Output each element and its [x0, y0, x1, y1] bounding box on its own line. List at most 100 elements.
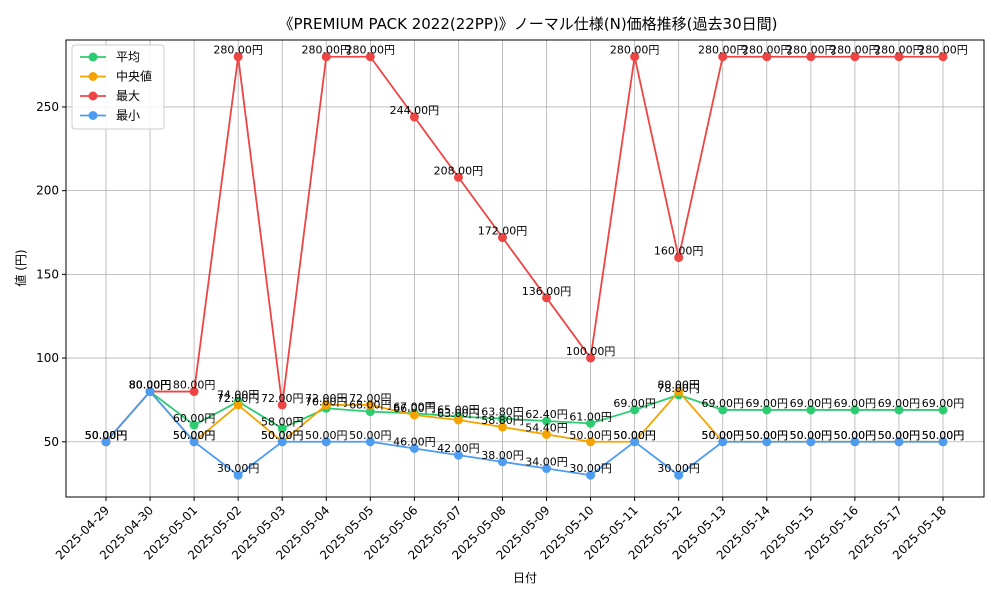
data-label: 74.00円: [217, 389, 260, 402]
data-point: [718, 437, 728, 447]
y-tick-label: 50: [44, 435, 59, 449]
data-label: 30.00円: [569, 462, 612, 475]
series-line: [105, 390, 943, 477]
data-label: 50.00円: [613, 429, 656, 442]
data-point: [630, 405, 640, 415]
data-point: [718, 52, 728, 62]
data-label: 30.00円: [657, 462, 700, 475]
data-point: [586, 470, 596, 480]
data-point: [277, 400, 287, 410]
data-point: [321, 52, 331, 62]
data-point: [365, 407, 375, 417]
data-label: 50.00円: [746, 429, 789, 442]
data-label: 69.00円: [746, 397, 789, 410]
data-label: 63.80円: [481, 406, 524, 419]
data-label: 50.00円: [834, 429, 877, 442]
data-label: 61.00円: [569, 410, 612, 423]
data-label: 172.00円: [478, 225, 528, 238]
data-point: [938, 437, 948, 447]
data-label: 70.00円: [305, 395, 348, 408]
y-tick-label: 250: [36, 100, 59, 114]
data-label: 280.00円: [918, 44, 968, 57]
legend-swatch-marker: [88, 111, 98, 120]
y-axis: 50 100 150 200 250: [36, 100, 66, 449]
data-label: 136.00円: [522, 285, 572, 298]
data-label: 280.00円: [830, 44, 880, 57]
data-label: 50.00円: [85, 429, 128, 442]
legend-entry: 最大: [116, 89, 140, 103]
data-label: 58.00円: [261, 415, 304, 428]
data-label: 69.00円: [701, 397, 744, 410]
y-tick-label: 200: [36, 184, 59, 198]
data-point: [101, 437, 111, 447]
data-label: 50.00円: [261, 429, 304, 442]
data-label: 80.00円: [129, 379, 172, 392]
data-label: 50.00円: [746, 429, 789, 442]
data-label: 68.00円: [349, 399, 392, 412]
data-label: 50.00円: [173, 429, 216, 442]
data-point: [497, 457, 507, 467]
data-label: 63.00円: [437, 407, 480, 420]
data-label: 50.00円: [790, 429, 833, 442]
grid-lines: [66, 40, 984, 497]
chart-title: 《PREMIUM PACK 2022(22PP)》ノーマル仕様(N)価格推移(過…: [279, 15, 778, 33]
series-line: [105, 55, 943, 443]
data-label: 280.00円: [786, 44, 836, 57]
data-point: [409, 443, 419, 453]
data-label: 69.00円: [834, 397, 877, 410]
data-point: [321, 437, 331, 447]
data-label: 50.00円: [85, 429, 128, 442]
data-label: 80.00円: [657, 379, 700, 392]
data-point: [277, 437, 287, 447]
data-label: 67.00円: [393, 400, 436, 413]
data-label: 244.00円: [390, 104, 440, 117]
data-point: [586, 418, 596, 428]
data-point: [497, 414, 507, 424]
legend-box: [71, 44, 165, 130]
series-line: [105, 390, 943, 443]
data-label: 80.00円: [129, 379, 172, 392]
data-point: [938, 405, 948, 415]
data-point: [762, 52, 772, 62]
data-point: [894, 405, 904, 415]
data-label: 80.00円: [173, 379, 216, 392]
data-label: 280.00円: [302, 44, 352, 57]
data-label: 60.00円: [173, 412, 216, 425]
data-label: 69.00円: [613, 397, 656, 410]
data-label: 100.00円: [566, 345, 616, 358]
data-point: [674, 470, 684, 480]
data-point: [762, 405, 772, 415]
data-label: 50.00円: [569, 429, 612, 442]
y-tick-label: 100: [36, 351, 59, 365]
data-point: [542, 293, 552, 303]
data-label: 69.00円: [878, 397, 921, 410]
data-label: 72.00円: [261, 392, 304, 405]
data-label: 42.00円: [437, 442, 480, 455]
plot-frame: [65, 39, 985, 498]
data-label: 58.80円: [481, 414, 524, 427]
data-point: [674, 387, 684, 397]
data-point: [542, 429, 552, 439]
data-point: [409, 410, 419, 420]
data-label: 50.00円: [85, 429, 128, 442]
legend-entry: 平均: [116, 50, 140, 64]
data-label: 72.00円: [305, 392, 348, 405]
data-point: [233, 470, 243, 480]
x-axis-label: 日付: [513, 571, 537, 585]
data-label: 50.00円: [922, 429, 965, 442]
data-label: 30.00円: [217, 462, 260, 475]
data-point: [630, 52, 640, 62]
data-label: 69.00円: [922, 397, 965, 410]
series-3: [101, 387, 948, 480]
data-point: [850, 405, 860, 415]
data-point: [806, 52, 816, 62]
data-label: 280.00円: [742, 44, 792, 57]
data-label: 160.00円: [654, 245, 704, 258]
data-point: [145, 387, 155, 397]
data-label: 72.00円: [349, 392, 392, 405]
data-point: [630, 437, 640, 447]
legend-swatch-marker: [88, 91, 98, 101]
